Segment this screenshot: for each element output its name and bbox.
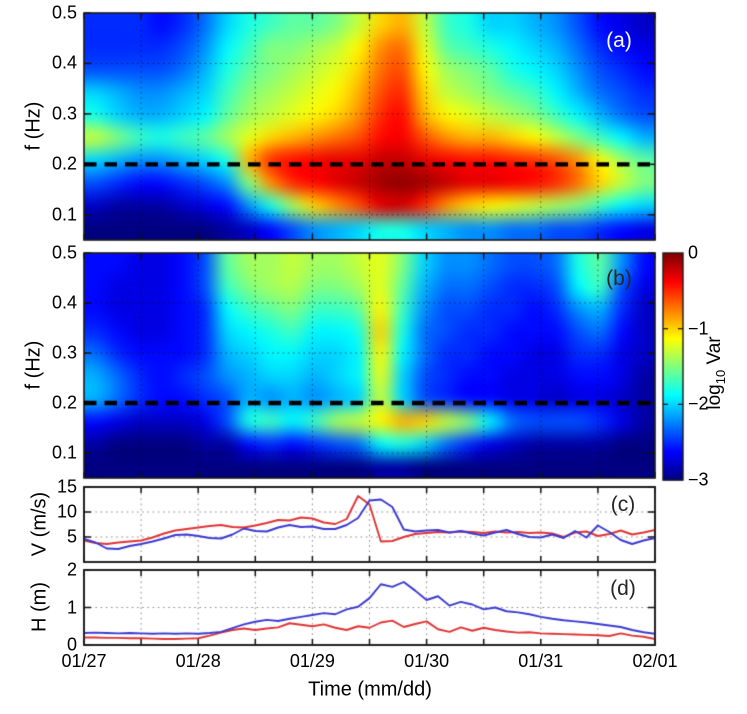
ytick-label-panel-b: 0.3	[51, 342, 77, 363]
ytick-label-panel-b: 0.4	[51, 292, 77, 313]
ytick-label-panel-d: 1	[66, 597, 77, 617]
ytick-label-panel-a: 0.3	[51, 103, 77, 124]
ytick-label-panel-c: 15	[56, 476, 77, 497]
xtick-label-date: 01/28	[175, 651, 221, 671]
ytick-label-panel-b: 0.5	[51, 242, 77, 263]
panel-label-c: (c)	[610, 493, 636, 516]
xtick-label-date: 01/29	[289, 651, 335, 671]
ylabel-panel-c: V (m/s)	[28, 491, 51, 557]
colorbar-tick-label: −1	[688, 318, 709, 339]
ylabel-panel-d: H (m)	[28, 582, 51, 632]
x-axis-label: Time (mm/dd)	[308, 678, 432, 701]
colorbar-tick-label: −2	[688, 393, 709, 414]
colorbar-tick-label: 0	[688, 242, 699, 263]
ytick-label-panel-a: 0.4	[51, 52, 77, 73]
xtick-label-date: 02/01	[632, 651, 678, 671]
ytick-label-panel-a: 0.5	[51, 2, 77, 23]
colorbar-tick-label: −3	[688, 469, 709, 490]
xtick-label-date: 01/30	[404, 651, 450, 671]
colorbar-label-unit: Var	[704, 336, 726, 370]
ytick-label-panel-c: 10	[56, 501, 77, 522]
ytick-label-panel-c: 5	[66, 526, 77, 547]
ytick-label-panel-d: 2	[66, 559, 77, 580]
panel-label-d: (d)	[610, 577, 636, 600]
panel-label-a: (a)	[606, 29, 632, 52]
xtick-label-date: 01/27	[61, 651, 107, 671]
ytick-label-panel-b: 0.1	[51, 442, 77, 463]
panel-label-b: (b)	[606, 267, 632, 290]
ytick-label-panel-d: 0	[66, 634, 77, 655]
xtick-label-date: 01/31	[518, 651, 564, 671]
colorbar-label-subscript: 10	[712, 369, 728, 385]
ylabel-panel-b: f (Hz)	[22, 340, 45, 390]
ylabel-panel-a: f (Hz)	[22, 101, 45, 151]
ytick-label-panel-b: 0.2	[51, 392, 77, 413]
ytick-label-panel-a: 0.1	[51, 204, 77, 225]
ytick-label-panel-a: 0.2	[51, 153, 77, 174]
